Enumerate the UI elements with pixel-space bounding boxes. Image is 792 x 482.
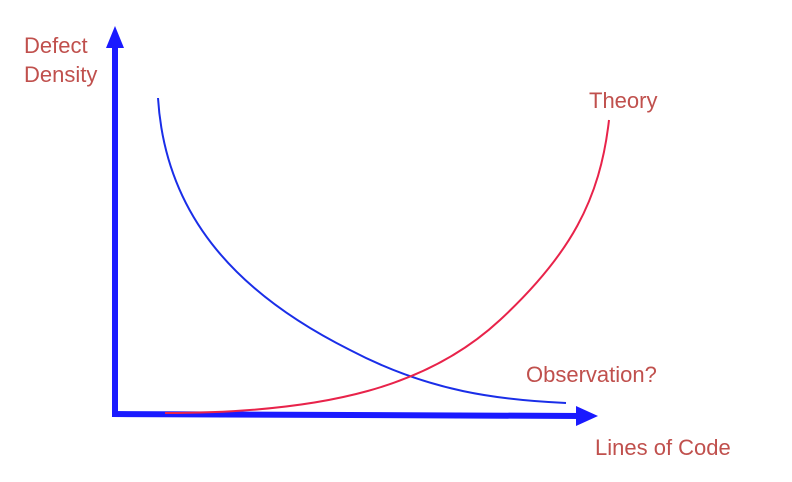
y-axis-arrowhead (106, 26, 124, 48)
theory-curve (164, 119, 610, 414)
observation-curve-label: Observation? (526, 362, 657, 387)
y-axis-label-line-2: Density (24, 62, 98, 87)
theory-curve-label: Theory (589, 88, 658, 113)
y-axis-label-line-1: Defect (24, 33, 88, 58)
x-axis-label: Lines of Code (595, 435, 731, 460)
axes (106, 26, 598, 426)
observation-curve (157, 97, 567, 404)
x-axis-arrowhead (576, 406, 598, 426)
x-axis (111, 411, 583, 419)
